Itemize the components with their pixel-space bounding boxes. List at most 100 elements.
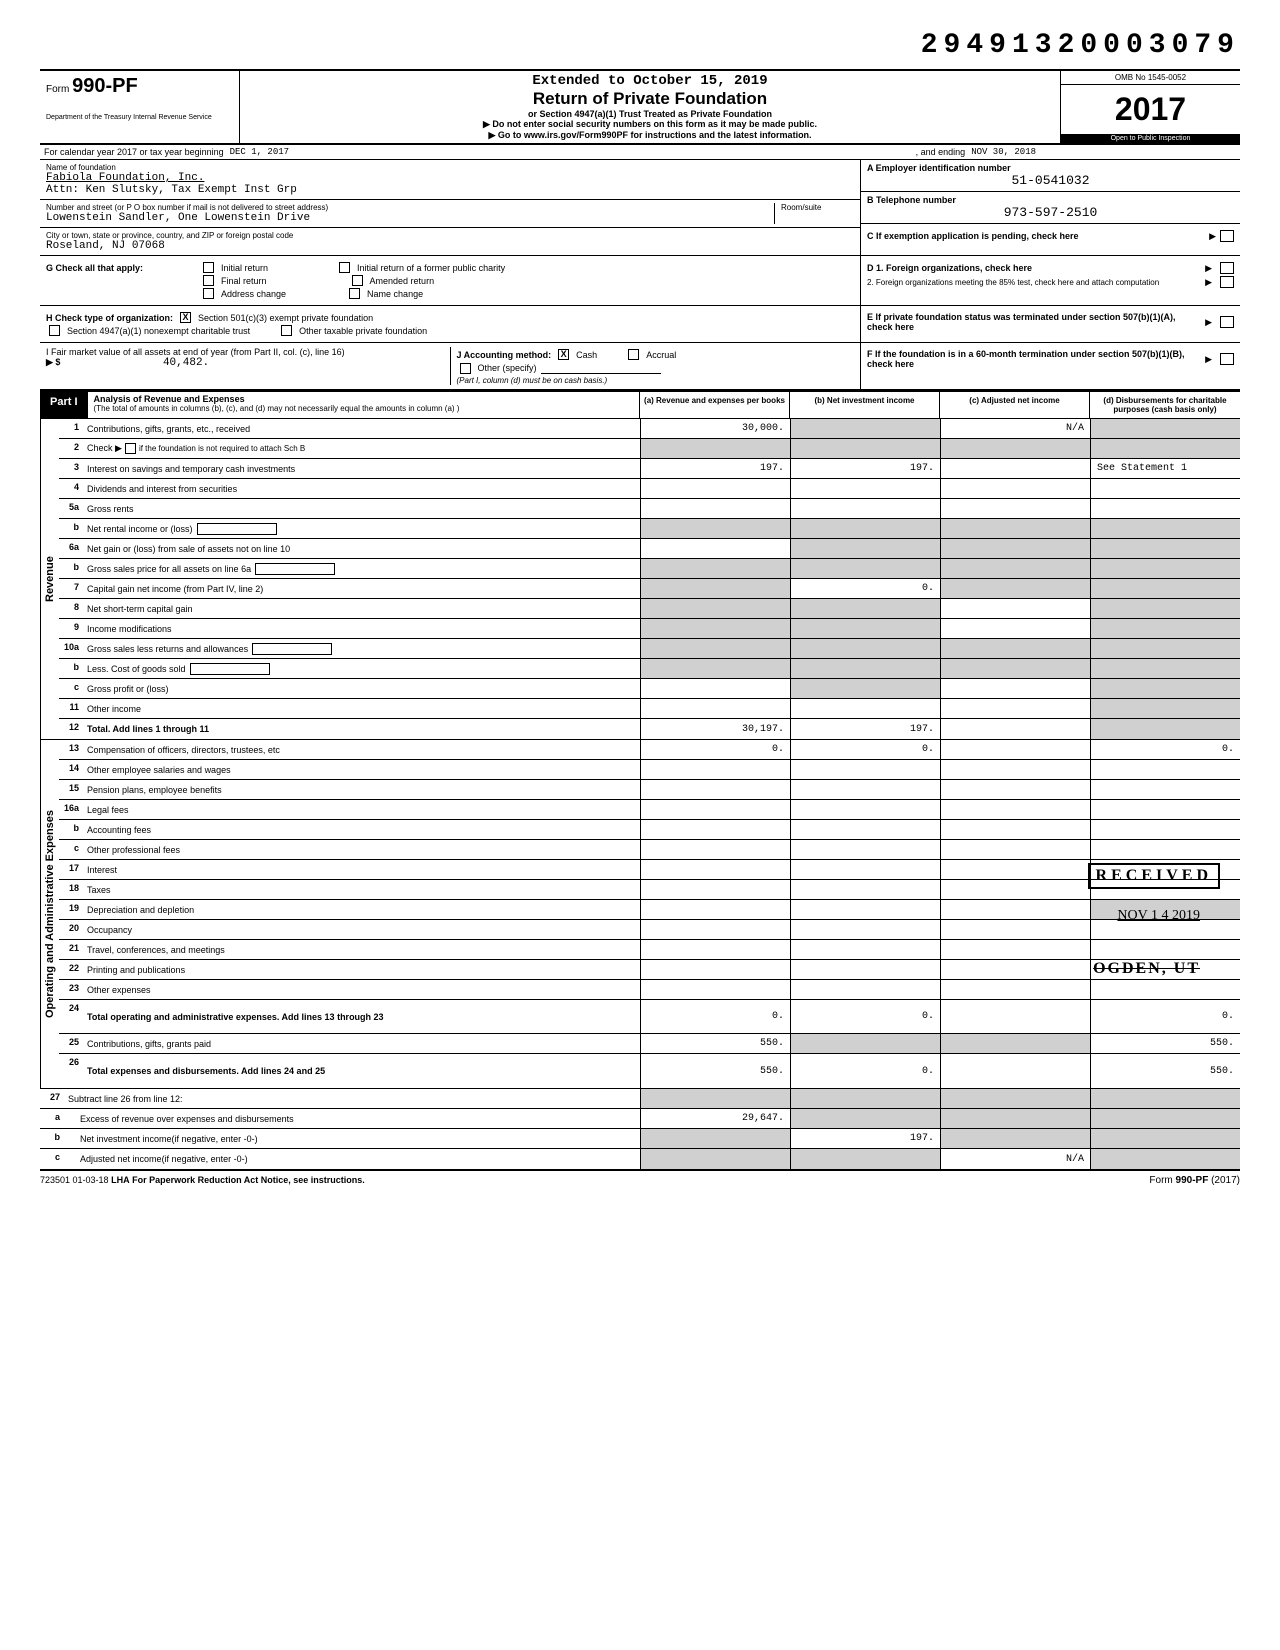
d1-checkbox[interactable] — [1220, 262, 1234, 274]
cell — [640, 920, 790, 939]
cell — [790, 439, 940, 458]
cell — [940, 719, 1090, 739]
cell — [940, 900, 1090, 919]
cell — [1090, 760, 1240, 779]
cell — [640, 479, 790, 498]
col-d-header: (d) Disbursements for charitable purpose… — [1090, 392, 1240, 418]
row-num: 4 — [59, 479, 83, 498]
row-label: Interest — [83, 860, 640, 879]
form-header: Form 990-PF Department of the Treasury I… — [40, 69, 1240, 145]
row-label: Excess of revenue over expenses and disb… — [64, 1109, 640, 1128]
name-change-checkbox[interactable] — [349, 288, 360, 299]
c-label: C If exemption application is pending, c… — [867, 231, 1209, 241]
cell: 197. — [790, 459, 940, 478]
h-501c3-checkbox[interactable]: X — [180, 312, 191, 323]
sch-b-checkbox[interactable] — [125, 443, 136, 454]
part-1-desc: Analysis of Revenue and Expenses (The to… — [88, 392, 640, 418]
cell — [1090, 639, 1240, 658]
final-return-checkbox[interactable] — [203, 275, 214, 286]
e-checkbox[interactable] — [1220, 316, 1234, 328]
d2-checkbox[interactable] — [1220, 276, 1234, 288]
cell: See Statement 1 — [1090, 459, 1240, 478]
cell — [790, 840, 940, 859]
date-stamp: NOV 1 4 2019 — [1117, 908, 1200, 924]
cell — [1090, 1109, 1240, 1128]
cell — [640, 679, 790, 698]
row-label: Printing and publications — [83, 960, 640, 979]
i-label: I Fair market value of all assets at end… — [46, 347, 444, 357]
cell: 197. — [790, 1129, 940, 1148]
col-b-header: (b) Net investment income — [790, 392, 940, 418]
cell — [940, 699, 1090, 718]
cell — [790, 1089, 940, 1108]
cell: 550. — [640, 1034, 790, 1053]
j-other-checkbox[interactable] — [460, 363, 471, 374]
cell: 0. — [640, 1000, 790, 1033]
calendar-mid: , and ending — [916, 147, 966, 157]
cell — [1090, 559, 1240, 578]
row-num: 23 — [59, 980, 83, 999]
c-checkbox[interactable] — [1220, 230, 1234, 242]
cell — [640, 579, 790, 598]
cell — [790, 900, 940, 919]
row-num: 5a — [59, 499, 83, 518]
j-label: J Accounting method: — [457, 350, 552, 360]
cell — [790, 479, 940, 498]
row-label: Other professional fees — [83, 840, 640, 859]
row-num: 21 — [59, 940, 83, 959]
address-change-checkbox[interactable] — [203, 288, 214, 299]
cell — [790, 539, 940, 558]
cell — [640, 800, 790, 819]
j-cash-checkbox[interactable]: X — [558, 349, 569, 360]
cell — [640, 539, 790, 558]
cell — [1090, 619, 1240, 638]
f-checkbox[interactable] — [1220, 353, 1234, 365]
g-opt-5: Name change — [367, 289, 423, 299]
row-num: 7 — [59, 579, 83, 598]
row-label: Interest on savings and temporary cash i… — [83, 459, 640, 478]
footer-paperwork: For Paperwork Reduction Act Notice, see … — [132, 1175, 365, 1185]
calendar-label: For calendar year 2017 or tax year begin… — [44, 147, 224, 157]
f-label: F If the foundation is in a 60-month ter… — [867, 349, 1201, 369]
part-1-table: Revenue 1Contributions, gifts, grants, e… — [40, 419, 1240, 1171]
cell — [1090, 659, 1240, 678]
expenses-label: Operating and Administrative Expenses — [40, 740, 59, 1088]
foundation-city: Roseland, NJ 07068 — [46, 240, 854, 252]
row-label: Gross rents — [83, 499, 640, 518]
cell — [940, 559, 1090, 578]
row-label: Other expenses — [83, 980, 640, 999]
foundation-info-block: Name of foundation Fabiola Foundation, I… — [40, 160, 1240, 256]
row-num: b — [59, 559, 83, 578]
h-4947-checkbox[interactable] — [49, 325, 60, 336]
cell — [940, 780, 1090, 799]
row-label: Income modifications — [83, 619, 640, 638]
cell — [790, 699, 940, 718]
cell — [640, 820, 790, 839]
cell — [790, 980, 940, 999]
part-1-label: Part I — [40, 392, 88, 418]
cell — [790, 559, 940, 578]
cell — [940, 539, 1090, 558]
cell — [640, 860, 790, 879]
h-other-checkbox[interactable] — [281, 325, 292, 336]
cell — [1090, 679, 1240, 698]
calendar-year-row: For calendar year 2017 or tax year begin… — [40, 145, 1240, 160]
ein-value: 51-0541032 — [867, 173, 1234, 188]
col-c-header: (c) Adjusted net income — [940, 392, 1090, 418]
cell — [940, 840, 1090, 859]
j-other-input[interactable] — [541, 362, 661, 374]
j-accrual-checkbox[interactable] — [628, 349, 639, 360]
cell — [640, 940, 790, 959]
cell — [1090, 539, 1240, 558]
amended-checkbox[interactable] — [352, 275, 363, 286]
row-num: 12 — [59, 719, 83, 739]
footer-lha: LHA — [111, 1175, 130, 1185]
cell — [940, 439, 1090, 458]
cell — [790, 419, 940, 438]
cell — [1090, 780, 1240, 799]
name-label: Name of foundation — [46, 163, 854, 172]
document-number: 29491320003079 — [40, 30, 1240, 61]
initial-former-checkbox[interactable] — [339, 262, 350, 273]
initial-return-checkbox[interactable] — [203, 262, 214, 273]
cell — [940, 619, 1090, 638]
